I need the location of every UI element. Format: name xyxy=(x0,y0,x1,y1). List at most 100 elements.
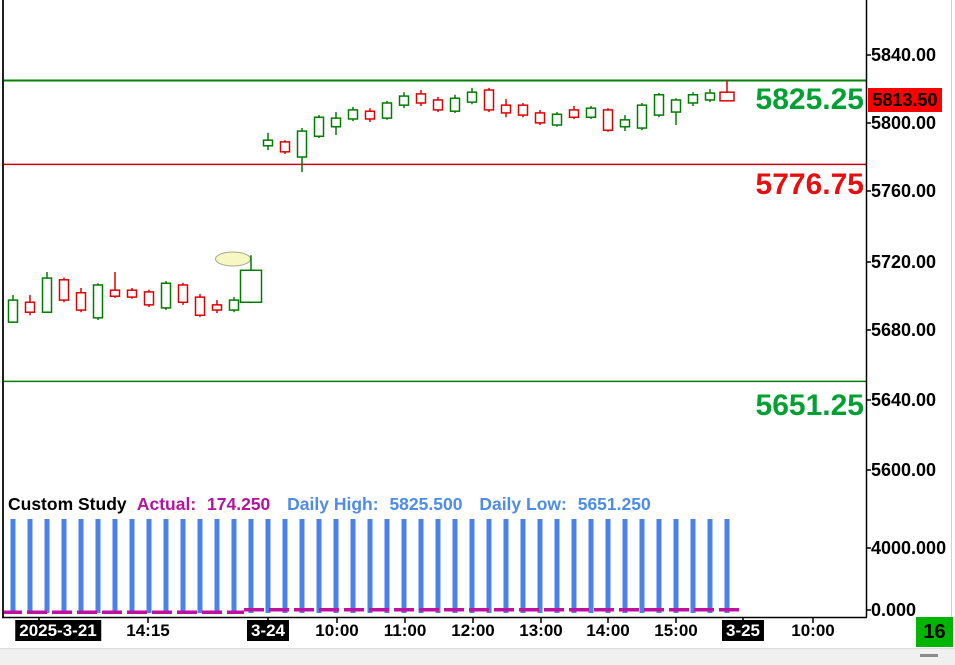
study-bar xyxy=(146,519,152,613)
study-bar xyxy=(605,519,611,613)
ellipse-annotation[interactable] xyxy=(215,251,251,267)
study-bar xyxy=(112,519,118,613)
time-axis-label: 12:00 xyxy=(451,621,495,640)
study-bar xyxy=(27,519,33,613)
candle-body xyxy=(239,269,263,304)
candle-body xyxy=(313,116,325,138)
study-bar xyxy=(129,519,135,613)
study-bar xyxy=(78,519,84,613)
study-bar xyxy=(316,519,322,613)
candle-body xyxy=(364,110,376,120)
study-bar xyxy=(231,519,237,613)
study-bar xyxy=(639,519,645,613)
price-axis-label: 5840.00 xyxy=(871,44,937,65)
study-bar xyxy=(435,519,441,613)
candle-body xyxy=(143,291,155,306)
study-bar xyxy=(588,519,594,613)
study-bar xyxy=(622,519,628,613)
candle-body xyxy=(687,94,699,104)
candle-body xyxy=(534,112,546,124)
study-daily-low: Daily Low: 5651.250 xyxy=(479,494,651,514)
price-axis-label: 0.000 xyxy=(871,599,917,620)
study-bar xyxy=(520,519,526,613)
study-bar xyxy=(503,519,509,613)
candle-body xyxy=(619,119,631,128)
study-bar xyxy=(333,519,339,613)
candle-body xyxy=(653,94,665,116)
candle-body xyxy=(126,289,138,298)
study-bar xyxy=(452,519,458,613)
candle-body xyxy=(194,296,206,316)
candle-body xyxy=(381,102,393,119)
study-bar xyxy=(486,519,492,613)
time-axis-label: 10:00 xyxy=(791,621,835,640)
candle-body xyxy=(636,104,648,129)
candle-body xyxy=(432,99,444,111)
study-header: Custom Study Actual: 174.250 Daily High:… xyxy=(8,494,663,515)
candle-body xyxy=(58,279,70,301)
candle-body xyxy=(296,130,308,158)
candle-body xyxy=(466,91,478,103)
candle-body xyxy=(719,91,735,102)
study-bar xyxy=(214,519,220,613)
study-bar xyxy=(418,519,424,613)
study-bar xyxy=(656,519,662,613)
price-axis-label: 5720.00 xyxy=(871,251,937,272)
candle-body xyxy=(279,141,291,153)
candle-body xyxy=(262,139,274,147)
candle-body xyxy=(670,99,682,113)
study-title: Custom Study xyxy=(8,494,127,514)
time-axis-label: 11:00 xyxy=(383,621,427,640)
candle-body xyxy=(517,104,529,116)
study-bar xyxy=(61,519,67,613)
resize-handle[interactable] xyxy=(920,654,938,657)
candle-body xyxy=(160,282,172,309)
candle-body xyxy=(177,284,189,304)
study-actual: Actual: 174.250 xyxy=(136,494,271,514)
time-axis-label: 10:00 xyxy=(315,621,359,640)
study-bar xyxy=(180,519,186,613)
study-bar xyxy=(469,519,475,613)
time-axis-label: 14:00 xyxy=(586,621,630,640)
high-line-label: 5825.25 xyxy=(755,83,864,116)
low-line-label: 5651.25 xyxy=(755,389,864,422)
time-axis-label: 15:00 xyxy=(654,621,698,640)
price-axis-label: 5640.00 xyxy=(871,389,937,410)
candle-body xyxy=(347,109,359,120)
study-bar xyxy=(197,519,203,613)
time-axis-label: 13:00 xyxy=(519,621,563,640)
study-bar xyxy=(248,519,254,613)
study-bar xyxy=(724,519,730,613)
time-axis-label: 3-24 xyxy=(246,620,290,641)
study-bar xyxy=(95,519,101,613)
candle-body xyxy=(211,304,223,311)
candle-body xyxy=(398,95,410,106)
candle-body xyxy=(330,117,342,128)
price-axis-label: 4000.000 xyxy=(871,537,947,558)
chart-number-badge: 16 xyxy=(916,617,953,647)
status-bar xyxy=(0,648,955,665)
study-bar xyxy=(367,519,373,613)
candle-body xyxy=(483,89,495,111)
study-bar xyxy=(44,519,50,613)
study-bar xyxy=(163,519,169,613)
mid-line-label: 5776.75 xyxy=(755,168,864,201)
study-daily-high: Daily High: 5825.500 xyxy=(287,494,463,514)
study-bar xyxy=(265,519,271,613)
study-bar xyxy=(554,519,560,613)
candle-body xyxy=(109,289,121,297)
study-bar xyxy=(690,519,696,613)
candle-body xyxy=(568,109,580,119)
study-bar xyxy=(384,519,390,613)
candle-body xyxy=(449,97,461,112)
candle-body xyxy=(41,277,53,313)
candle-body xyxy=(75,292,87,311)
study-bar xyxy=(282,519,288,613)
study-bar xyxy=(673,519,679,613)
price-axis-label: 5760.00 xyxy=(871,180,937,201)
candle-body xyxy=(500,104,512,114)
time-axis-label: 2025-3-21 xyxy=(15,620,101,641)
candle-body xyxy=(7,299,19,323)
